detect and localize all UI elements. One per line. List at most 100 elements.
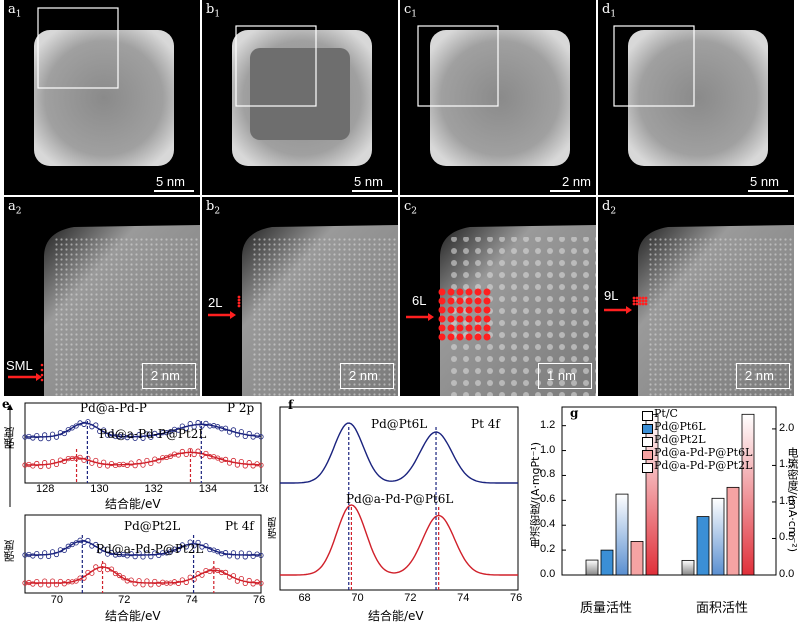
data-point bbox=[77, 454, 83, 460]
f-tick: 74 bbox=[457, 592, 470, 604]
data-point bbox=[97, 566, 103, 572]
data-point bbox=[89, 570, 95, 576]
data-point bbox=[34, 432, 40, 439]
data-point bbox=[65, 455, 71, 462]
stem-label-b1: b1 bbox=[206, 2, 221, 20]
bar-Pd@Pt2L-质量活性 bbox=[615, 493, 629, 576]
surface-atom-marker bbox=[638, 299, 642, 303]
surface-atom-marker bbox=[237, 301, 241, 305]
surface-atom-marker bbox=[474, 333, 482, 341]
data-point bbox=[215, 549, 221, 555]
data-point bbox=[116, 551, 123, 558]
legend-swatch bbox=[642, 463, 653, 473]
data-point bbox=[187, 539, 193, 545]
scale-bar-label: 1 nm bbox=[547, 368, 576, 383]
data-point bbox=[238, 429, 244, 435]
data-point bbox=[215, 455, 221, 461]
data-point bbox=[215, 424, 221, 430]
data-point bbox=[132, 463, 138, 469]
data-point bbox=[258, 552, 264, 559]
stem-panel-a2 bbox=[4, 197, 200, 396]
surface-atom-marker bbox=[447, 315, 455, 323]
e-top-tick: 130 bbox=[90, 483, 109, 495]
data-point bbox=[61, 581, 67, 587]
data-point bbox=[258, 580, 264, 586]
data-point bbox=[246, 430, 252, 437]
zoom-box bbox=[417, 25, 499, 107]
scale-bar-label: 5 nm bbox=[156, 174, 185, 189]
g-cat-mass: 质量活性 bbox=[580, 601, 633, 616]
data-point bbox=[191, 424, 197, 430]
surface-atom-marker bbox=[447, 324, 455, 332]
surface-atom-marker bbox=[40, 368, 44, 372]
scale-bar-label: 2 nm bbox=[349, 368, 378, 383]
data-point bbox=[85, 537, 91, 544]
data-point bbox=[230, 573, 237, 579]
data-point bbox=[195, 420, 201, 426]
data-point bbox=[242, 554, 248, 560]
scale-bar-label: 2 nm bbox=[562, 174, 591, 189]
scale-bar-label: 5 nm bbox=[750, 174, 779, 189]
data-point bbox=[30, 581, 36, 587]
surface-atom-marker bbox=[465, 333, 473, 341]
data-point bbox=[238, 458, 244, 465]
f-tick: 68 bbox=[298, 592, 311, 604]
layer-count-label: 9L bbox=[604, 288, 619, 303]
panel-g: g 电流密度/(A·mgPt⁻¹) 电流密度/(mA·cm⁻²) Pt/C Pd@… bbox=[526, 397, 800, 624]
data-point bbox=[160, 430, 166, 436]
data-point bbox=[234, 578, 240, 584]
f-tick: 76 bbox=[510, 592, 523, 604]
data-point bbox=[234, 554, 240, 560]
g-right-tick: 1.5 bbox=[779, 458, 795, 471]
data-point bbox=[207, 454, 213, 460]
stem-label-c1: c1 bbox=[404, 2, 418, 20]
surface-atom-marker bbox=[456, 333, 464, 341]
data-point bbox=[140, 554, 146, 560]
data-point bbox=[53, 551, 60, 558]
data-point bbox=[187, 447, 193, 454]
data-point bbox=[49, 458, 56, 465]
data-point bbox=[175, 546, 181, 553]
data-point bbox=[160, 550, 166, 556]
data-point bbox=[258, 462, 264, 468]
e-top-tick: 128 bbox=[35, 483, 55, 495]
surface-atom-marker bbox=[438, 333, 446, 341]
data-point bbox=[140, 462, 146, 468]
data-point bbox=[223, 569, 229, 575]
data-point bbox=[160, 455, 166, 461]
data-point bbox=[69, 455, 75, 462]
g-ylabel-right: 电流密度/(mA·cm⁻²) bbox=[786, 447, 799, 553]
surface-atom-marker bbox=[474, 324, 482, 332]
data-point bbox=[136, 459, 142, 465]
data-point bbox=[45, 553, 52, 559]
data-point bbox=[238, 550, 244, 556]
data-point bbox=[246, 577, 252, 584]
data-point bbox=[42, 432, 48, 438]
nanocube bbox=[430, 30, 570, 166]
data-point bbox=[223, 456, 229, 462]
data-point bbox=[49, 431, 56, 437]
surface-atom-marker bbox=[638, 296, 642, 300]
bar-Pd@a-Pd-P@Pt6L-质量活性 bbox=[630, 540, 644, 576]
data-point bbox=[34, 550, 40, 557]
data-point bbox=[30, 435, 36, 441]
surface-atom-marker bbox=[474, 306, 482, 314]
data-point bbox=[203, 420, 209, 426]
g-left-tick: 0.0 bbox=[540, 568, 556, 580]
e-bot-tick: 70 bbox=[50, 594, 63, 606]
stem-label-a1: a1 bbox=[8, 2, 22, 20]
legend-entry: Pd@Pt6L bbox=[654, 420, 706, 433]
data-point bbox=[132, 554, 138, 560]
data-point bbox=[156, 581, 162, 587]
data-point bbox=[199, 572, 205, 578]
data-point bbox=[230, 550, 237, 556]
data-point bbox=[45, 582, 52, 588]
f-series-2: Pd@a-Pd-P@Pt6L bbox=[346, 492, 454, 506]
data-point bbox=[230, 427, 237, 433]
data-point bbox=[38, 436, 44, 442]
legend-swatch bbox=[642, 411, 653, 421]
data-point bbox=[148, 434, 154, 440]
surface-atom-marker bbox=[474, 297, 482, 305]
data-point bbox=[219, 426, 225, 432]
stem-label-d1: d1 bbox=[602, 2, 617, 20]
